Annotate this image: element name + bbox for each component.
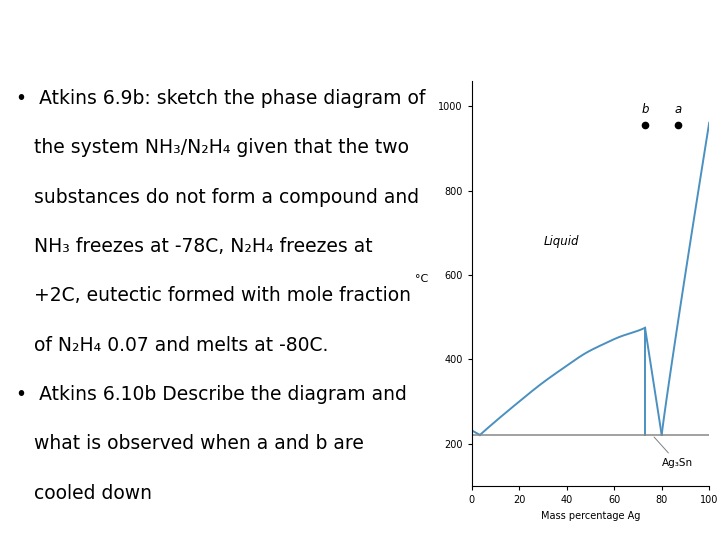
Text: Ag₃Sn: Ag₃Sn (654, 437, 693, 468)
Text: •  Atkins 6.9b: sketch the phase diagram of: • Atkins 6.9b: sketch the phase diagram … (17, 89, 426, 108)
Text: what is observed when a and b are: what is observed when a and b are (17, 434, 364, 453)
Text: the system NH₃/N₂H₄ given that the two: the system NH₃/N₂H₄ given that the two (17, 138, 410, 157)
Text: NH₃ freezes at -78C, N₂H₄ freezes at: NH₃ freezes at -78C, N₂H₄ freezes at (17, 237, 373, 256)
Text: substances do not form a compound and: substances do not form a compound and (17, 187, 420, 207)
Text: cooled down: cooled down (17, 484, 153, 503)
Text: +2C, eutectic formed with mole fraction: +2C, eutectic formed with mole fraction (17, 286, 411, 305)
Text: •  Atkins 6.10b Describe the diagram and: • Atkins 6.10b Describe the diagram and (17, 385, 408, 404)
X-axis label: Mass percentage Ag: Mass percentage Ag (541, 511, 640, 521)
Text: Liquid: Liquid (544, 235, 580, 248)
Y-axis label: °C: °C (415, 273, 428, 284)
Text: a: a (675, 104, 682, 117)
Text: Problems II: Problems II (267, 21, 453, 49)
Text: of N₂H₄ 0.07 and melts at -80C.: of N₂H₄ 0.07 and melts at -80C. (17, 336, 329, 355)
Text: b: b (642, 104, 649, 117)
